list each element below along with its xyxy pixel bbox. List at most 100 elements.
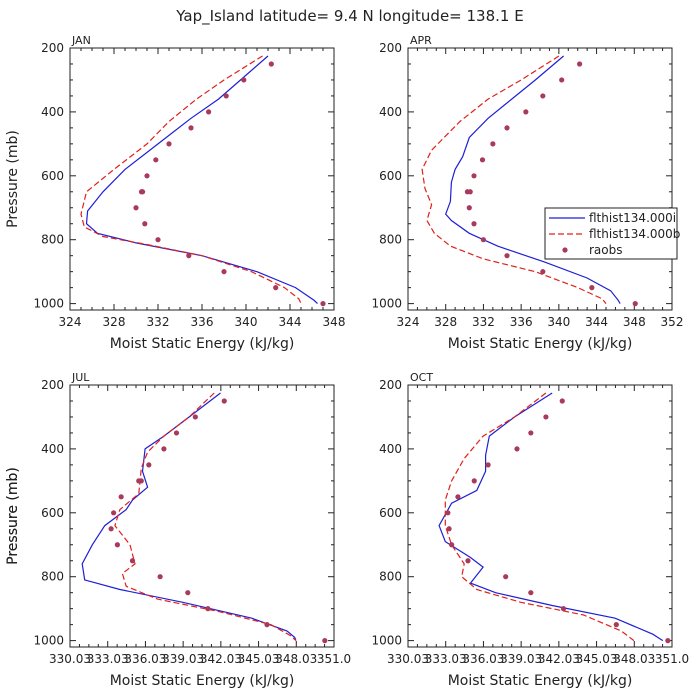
line-flthist134-000i xyxy=(85,55,318,305)
raobs-point xyxy=(173,430,180,436)
raobs-point xyxy=(188,125,194,131)
y-tick-label: 200 xyxy=(41,41,64,55)
legend-entry-label: flthist134.000i xyxy=(589,211,676,225)
line-flthist134-000b xyxy=(421,55,607,304)
raobs-point xyxy=(559,398,565,404)
raobs-point xyxy=(144,173,150,179)
raobs-point xyxy=(241,77,247,83)
raobs-point xyxy=(320,301,326,307)
raobs-point xyxy=(449,542,455,548)
x-tick-label: 339.03 xyxy=(500,652,542,666)
raobs-point xyxy=(577,61,583,67)
legend-entry-label: flthist134.000b xyxy=(589,227,680,241)
raobs-point xyxy=(559,77,565,83)
raobs-point xyxy=(111,510,117,516)
plot-frame xyxy=(69,47,335,311)
raobs-point xyxy=(206,109,212,115)
plot-frame xyxy=(407,47,673,311)
raobs-point xyxy=(665,638,671,644)
x-tick-label: 345.03 xyxy=(576,652,618,666)
y-tick-label: 400 xyxy=(379,105,402,119)
panels-group: JAN 324 328 332 336 340 344 348 200 400 600 800 1000… xyxy=(5,34,689,689)
raobs-point xyxy=(560,606,567,612)
y-tick-label: 1000 xyxy=(33,634,64,648)
y-tick-label: 200 xyxy=(379,378,402,392)
x-tick-label: 345.03 xyxy=(238,652,280,666)
raobs-point xyxy=(523,109,529,115)
y-tick-label: 200 xyxy=(379,41,402,55)
raobs-point xyxy=(465,558,471,564)
raobs-point xyxy=(503,574,509,580)
panel-label: JUL xyxy=(71,371,90,384)
raobs-point xyxy=(223,93,229,99)
y-tick-label: 800 xyxy=(379,233,402,247)
raobs-point xyxy=(153,157,159,163)
x-tick-label: 328 xyxy=(103,315,126,329)
raobs-point xyxy=(504,253,510,259)
legend-entry-label: raobs xyxy=(589,243,623,257)
x-tick-label: 342.03 xyxy=(538,652,580,666)
raobs-point xyxy=(485,462,491,468)
y-tick-label: 800 xyxy=(41,233,64,247)
x-tick-label: 328 xyxy=(434,315,457,329)
panel-oct: OCT330.03333.03336.03339.03342.03345.033… xyxy=(5,371,689,689)
x-tick-label: 330.03 xyxy=(387,652,429,666)
panel-label: JAN xyxy=(71,34,91,47)
panel-jul: JUL330.03333.03336.03339.03342.03345.033… xyxy=(5,371,351,689)
panel-jan: JAN 324 328 332 336 340 344 348 200 400 600 800 1000… xyxy=(5,34,345,352)
x-tick-label: 332 xyxy=(147,315,170,329)
x-axis-label: Moist Static Energy (kJ/kg) xyxy=(110,673,295,689)
line-flthist134-000b xyxy=(114,392,297,642)
raobs-point xyxy=(221,269,227,275)
x-tick-label: 324 xyxy=(397,315,420,329)
x-axis-label: Moist Static Energy (kJ/kg) xyxy=(448,673,633,689)
y-tick-label: 600 xyxy=(41,169,64,183)
x-tick-label: 336.03 xyxy=(124,652,166,666)
raobs-point xyxy=(114,542,120,548)
y-tick-label: 800 xyxy=(41,570,64,584)
line-flthist134-000i xyxy=(438,392,664,642)
raobs-point xyxy=(161,446,167,452)
y-axis-label: Pressure (mb) xyxy=(5,130,21,228)
x-tick-label: 352 xyxy=(661,315,684,329)
x-tick-label: 348.03 xyxy=(613,652,655,666)
plot-frame xyxy=(407,384,673,648)
raobs-point xyxy=(455,494,461,500)
raobs-point xyxy=(445,510,451,516)
raobs-point xyxy=(471,173,477,179)
y-tick-label: 600 xyxy=(379,506,402,520)
x-tick-label: 351.0 xyxy=(317,652,351,666)
y-tick-label: 600 xyxy=(41,506,64,520)
raobs-point xyxy=(322,638,328,644)
raobs-point xyxy=(108,526,114,532)
x-tick-label: 348 xyxy=(323,315,346,329)
raobs-point xyxy=(155,237,161,243)
line-flthist134-000b xyxy=(444,392,635,642)
x-tick-label: 344 xyxy=(279,315,302,329)
raobs-point xyxy=(490,141,496,147)
raobs-point xyxy=(205,606,211,612)
raobs-point xyxy=(157,574,163,580)
raobs-point xyxy=(613,622,619,628)
x-tick-label: 336.03 xyxy=(462,652,504,666)
line-flthist134-000i xyxy=(81,392,297,641)
raobs-point xyxy=(540,93,546,99)
raobs-point xyxy=(192,414,198,420)
raobs-point xyxy=(146,462,152,468)
x-tick-label: 344 xyxy=(585,315,608,329)
y-tick-label: 400 xyxy=(41,442,64,456)
raobs-point xyxy=(479,157,486,163)
y-tick-label: 400 xyxy=(379,442,402,456)
x-tick-label: 333.03 xyxy=(87,652,129,666)
raobs-point xyxy=(138,189,145,195)
raobs-point xyxy=(273,285,279,291)
x-tick-label: 324 xyxy=(59,315,82,329)
raobs-point xyxy=(268,61,274,67)
raobs-point xyxy=(514,446,520,452)
raobs-point xyxy=(142,221,148,227)
x-tick-label: 332 xyxy=(472,315,495,329)
line-flthist134-000i xyxy=(445,55,621,304)
x-tick-label: 348 xyxy=(623,315,646,329)
line-flthist134-000b xyxy=(80,55,302,304)
